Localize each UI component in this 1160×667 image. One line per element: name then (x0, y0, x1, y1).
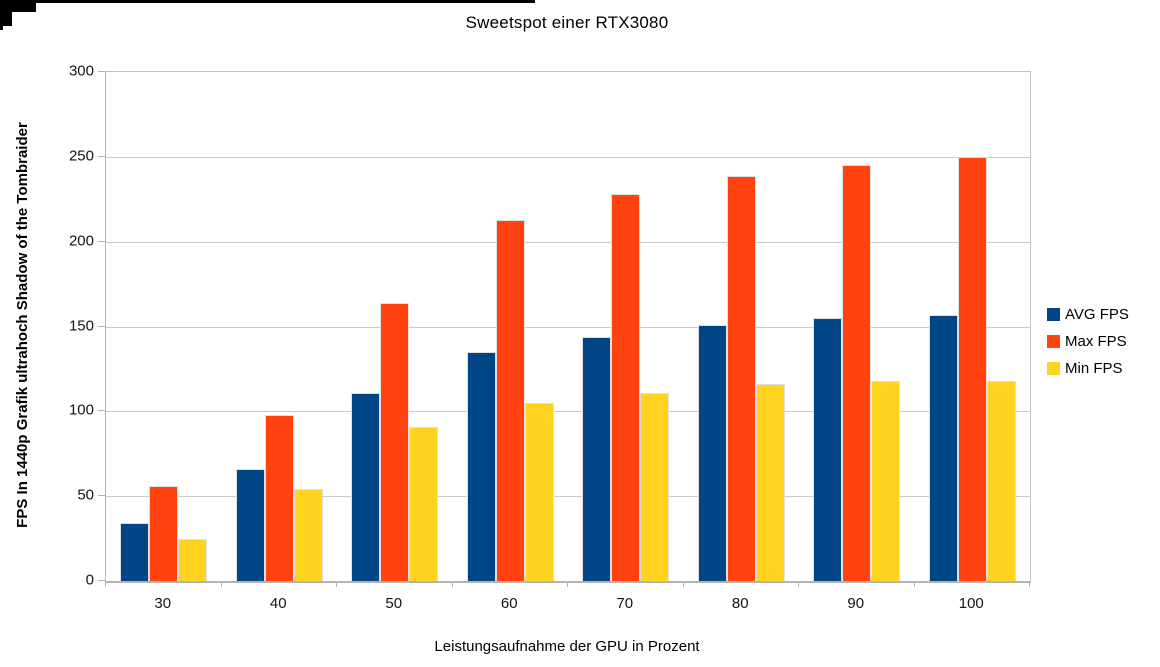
y-tick-label: 250 (68, 147, 94, 165)
legend-label: AVG FPS (1065, 305, 1129, 323)
y-tick-mark (98, 71, 105, 72)
y-tick-mark (98, 580, 105, 581)
x-tick-label: 80 (731, 595, 749, 612)
x-tick-mark (336, 581, 337, 587)
x-tick-mark (567, 581, 568, 587)
bar-group (337, 72, 453, 581)
y-tick-mark (98, 325, 105, 327)
bar-min-fps (178, 538, 208, 581)
gridline (106, 411, 1030, 413)
bar-min-fps (755, 384, 785, 581)
bar-max-fps (957, 156, 987, 581)
legend-swatch (1047, 361, 1060, 375)
bar-min-fps (524, 402, 554, 581)
bar-max-fps (842, 165, 872, 581)
bar-group (915, 72, 1031, 581)
bar-group (453, 72, 569, 581)
legend-swatch (1047, 334, 1060, 348)
legend: AVG FPS Max FPS Min FPS (1047, 303, 1129, 384)
bar-group (106, 72, 222, 581)
gridline (106, 241, 1030, 243)
bar-max-fps (495, 219, 525, 581)
bar-min-fps (293, 489, 323, 581)
y-tick-mark (98, 155, 105, 157)
plot-area (105, 71, 1031, 583)
x-tick-mark (105, 581, 106, 587)
x-tick-label: 50 (385, 595, 403, 612)
x-tick-label: 30 (154, 595, 172, 612)
bar-max-fps (611, 194, 641, 581)
bar-group (684, 72, 800, 581)
screen-corner-artifact (0, 0, 535, 3)
legend-label: Max FPS (1065, 332, 1127, 350)
y-tick-label: 50 (77, 486, 94, 504)
y-tick-label: 100 (68, 401, 94, 419)
x-tick-label: 40 (269, 595, 287, 612)
chart-title: Sweetspot einer RTX3080 (465, 13, 669, 32)
bar-avg-fps (813, 318, 843, 581)
x-tick-mark (451, 581, 453, 587)
x-tick-label: 100 (958, 595, 984, 612)
y-tick-mark (98, 495, 105, 497)
gridline (106, 326, 1030, 328)
y-tick-label: 0 (85, 571, 94, 589)
bar-avg-fps (466, 351, 496, 581)
x-tick-mark (220, 581, 222, 587)
y-tick-mark (98, 240, 105, 242)
bar-min-fps (871, 380, 901, 581)
x-tick-mark (913, 581, 915, 587)
legend-item: Max FPS (1047, 330, 1129, 352)
bar-max-fps (264, 414, 294, 581)
bar-avg-fps (697, 324, 727, 581)
bar-max-fps (726, 175, 756, 581)
x-axis-title: Leistungsaufnahme der GPU in Prozent (434, 638, 700, 655)
y-axis-title: FPS In 1440p Grafik ultrahoch Shadow of … (14, 122, 31, 528)
bar-group (799, 72, 915, 581)
legend-item: Min FPS (1047, 357, 1129, 379)
bar-min-fps (640, 392, 670, 581)
x-tick-label: 70 (616, 595, 634, 612)
bar-avg-fps (582, 336, 612, 581)
legend-swatch (1047, 307, 1060, 321)
x-tick-mark (682, 581, 684, 587)
bar-min-fps (986, 380, 1016, 581)
bar-avg-fps (928, 314, 958, 581)
x-tick-mark (1029, 581, 1030, 587)
y-tick-mark (98, 410, 105, 412)
bar-max-fps (380, 302, 410, 581)
bar-group (222, 72, 338, 581)
y-tick-label: 300 (68, 62, 94, 80)
screen-corner-artifact (0, 0, 12, 26)
bar-max-fps (149, 486, 179, 581)
x-tick-label: 90 (847, 595, 865, 612)
gridline (106, 156, 1030, 158)
gridline (106, 496, 1030, 498)
bar-group (568, 72, 684, 581)
bar-avg-fps (351, 392, 381, 581)
bar-avg-fps (120, 523, 150, 581)
x-tick-mark (798, 581, 799, 587)
y-tick-label: 150 (68, 317, 94, 334)
legend-label: Min FPS (1065, 359, 1123, 377)
x-tick-label: 60 (500, 595, 518, 612)
legend-item: AVG FPS (1047, 303, 1129, 325)
y-tick-label: 200 (68, 232, 94, 250)
bar-avg-fps (235, 469, 265, 581)
y-axis-tick-labels: 0 50 100 150 200 250 300 (0, 63, 100, 589)
x-axis-tick-labels: 30 40 50 60 70 80 90 100 (105, 595, 1029, 615)
bar-min-fps (409, 426, 439, 581)
